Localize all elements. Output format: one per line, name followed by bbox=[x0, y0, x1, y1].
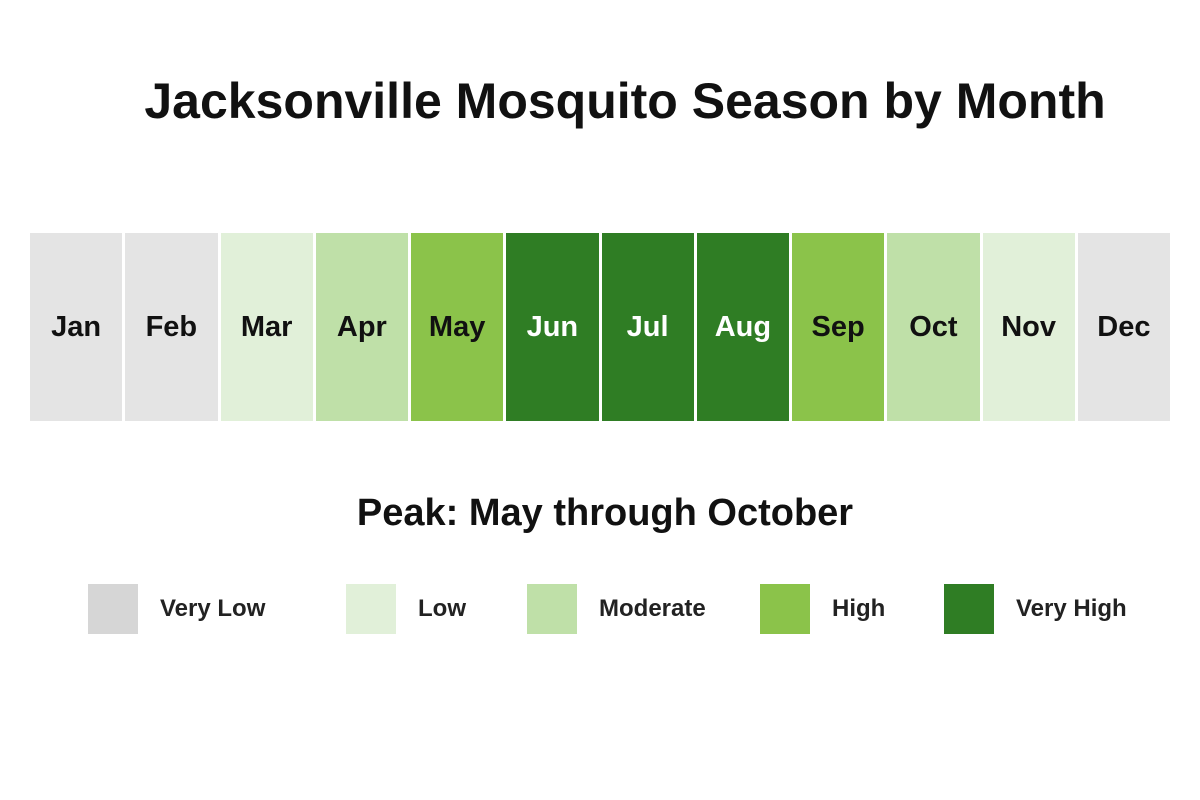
legend-swatch bbox=[88, 584, 138, 634]
legend-swatch bbox=[346, 584, 396, 634]
month-cell: Apr bbox=[315, 233, 408, 421]
legend-label: Very High bbox=[1016, 595, 1127, 622]
month-cell: Jul bbox=[601, 233, 694, 421]
month-cell: Aug bbox=[696, 233, 789, 421]
subtitle: Peak: May through October bbox=[356, 492, 854, 534]
month-cell: Jan bbox=[30, 233, 123, 421]
month-row: Jan Feb Mar Apr May Jun Jul Aug Sep Oct Nov Dec bbox=[30, 233, 1170, 421]
legend-swatch bbox=[944, 584, 994, 634]
title: Jacksonville Mosquito Season by Month bbox=[144, 73, 1106, 129]
month-cell: Mar bbox=[220, 233, 313, 421]
month-cell: May bbox=[411, 233, 504, 421]
legend-swatch bbox=[760, 584, 810, 634]
month-cell: Nov bbox=[982, 233, 1075, 421]
month-cell: Sep bbox=[792, 233, 885, 421]
month-cell: Dec bbox=[1077, 233, 1170, 421]
month-cell: Oct bbox=[887, 233, 980, 421]
legend-label: High bbox=[832, 595, 886, 622]
month-cell: Feb bbox=[125, 233, 218, 421]
legend-label: Moderate bbox=[599, 595, 706, 622]
month-cell: Jun bbox=[506, 233, 599, 421]
legend-label: Very Low bbox=[160, 595, 266, 622]
legend-swatch bbox=[527, 584, 577, 634]
legend-label: Low bbox=[418, 595, 466, 622]
